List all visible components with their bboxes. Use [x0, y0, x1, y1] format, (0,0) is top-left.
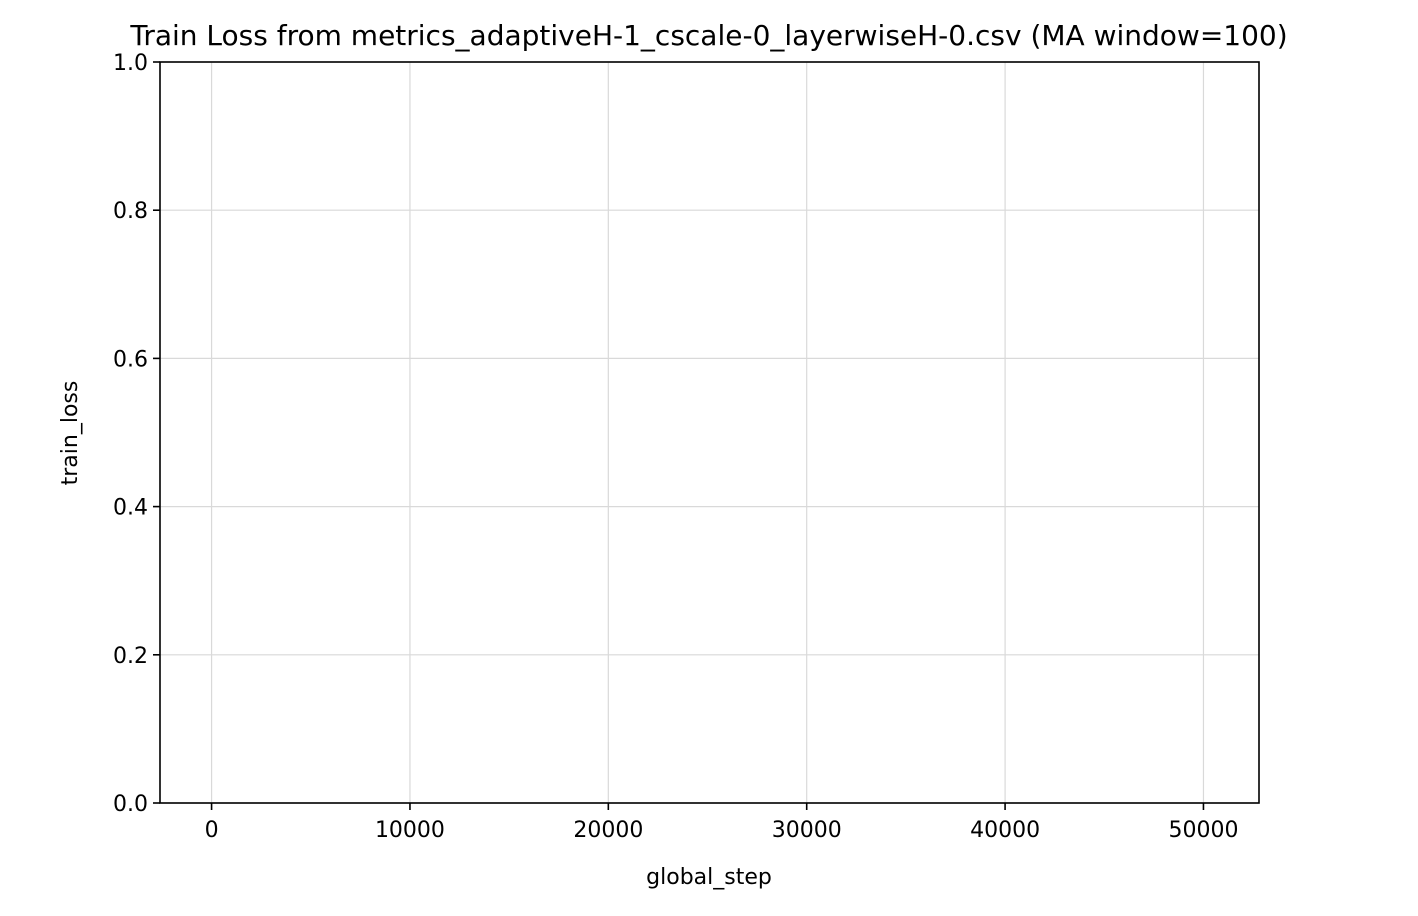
chart-title: Train Loss from metrics_adaptiveH-1_csca…: [129, 19, 1287, 52]
y-tick-label: 0.6: [113, 347, 148, 372]
x-tick-label: 10000: [375, 818, 445, 843]
y-tick-label: 0.2: [113, 644, 148, 669]
x-axis-ticks: 0 10000 20000 30000 40000 50000: [205, 803, 1238, 843]
y-tick-label: 0.8: [113, 199, 148, 224]
y-tick-label: 1.0: [113, 51, 148, 76]
y-axis-label: train_loss: [58, 381, 83, 486]
plot-area-frame: [159, 61, 1260, 804]
x-tick-label: 50000: [1168, 818, 1238, 843]
x-axis-label: global_step: [646, 865, 772, 890]
x-tick-label: 20000: [573, 818, 643, 843]
y-axis-ticks: 0.0 0.2 0.4 0.6 0.8 1.0: [113, 51, 160, 817]
x-tick-label: 40000: [970, 818, 1040, 843]
x-tick-label: 0: [205, 818, 219, 843]
x-tick-label: 30000: [772, 818, 842, 843]
y-tick-label: 0.0: [113, 792, 148, 817]
y-tick-label: 0.4: [113, 496, 148, 521]
